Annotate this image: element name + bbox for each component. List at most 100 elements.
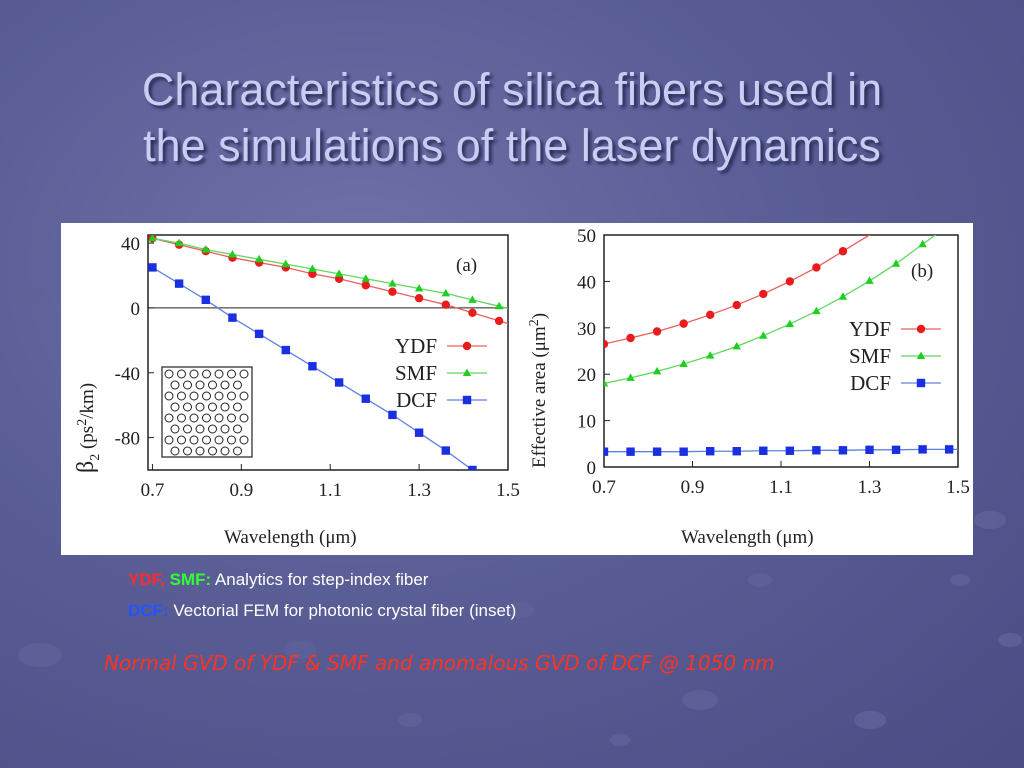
chart-a-ylabel-end: /km) [77, 383, 98, 419]
data-point-dcf [838, 446, 848, 455]
data-point-ydf [706, 310, 715, 320]
data-point-smf [388, 279, 397, 287]
inset-air-hole [189, 369, 199, 379]
data-point-dcf [308, 362, 317, 371]
legend-label-smf: SMF [395, 361, 437, 385]
data-point-dcf [334, 378, 344, 387]
x-tick-label: 1.5 [946, 477, 970, 498]
data-point-dcf [891, 445, 901, 455]
data-point-smf [706, 351, 715, 359]
inset-air-hole [183, 380, 192, 390]
data-point-smf [891, 259, 901, 267]
inset-air-hole [220, 424, 230, 434]
data-point-ydf [785, 277, 795, 286]
data-point-smf [838, 292, 848, 300]
inset-air-hole [183, 424, 192, 434]
inset-air-hole [202, 391, 211, 401]
caption-ydf-label: YDF, [128, 570, 165, 589]
data-point-smf [652, 366, 662, 375]
x-tick-label: 0.7 [592, 477, 616, 498]
inset-air-hole [183, 402, 192, 412]
x-tick-label: 1.1 [769, 477, 793, 498]
data-point-smf [414, 283, 424, 292]
data-point-ydf [732, 300, 741, 310]
y-tick-label: 30 [577, 319, 596, 340]
inset-air-hole [170, 380, 180, 390]
data-point-dcf [414, 428, 424, 437]
legend-label-ydf: YDF [395, 334, 437, 358]
data-point-dcf [254, 329, 264, 339]
data-point-ydf [838, 247, 848, 256]
inset-air-hole [233, 402, 242, 412]
data-point-smf [918, 239, 927, 248]
figure-svg: 0.7 0.9 1.1 1.3 1.5 40 0 -40 -80 (a) Wavelength … [73, 226, 970, 548]
inset-air-hole [195, 380, 205, 390]
data-point-smf [148, 235, 157, 242]
chart-a-legend: YDF SMF DCF [395, 334, 487, 412]
title-line-1: Characteristics of silica fibers used in [141, 64, 883, 115]
caption-dcf-label: DCF: [128, 601, 169, 620]
y-tick-label: -40 [115, 364, 140, 385]
data-point-dcf [361, 394, 370, 403]
data-point-dcf [679, 447, 688, 456]
caption-line-1: YDF, SMF: Analytics for step-index fiber [128, 570, 428, 590]
legend-label-ydf: YDF [849, 317, 891, 341]
inset-air-hole [170, 402, 180, 412]
inset-air-hole [239, 391, 249, 401]
data-point-smf [441, 288, 450, 297]
data-point-smf [865, 276, 874, 284]
series-line-ydf [152, 237, 508, 325]
chart-a-frame [147, 234, 509, 471]
y-tick-label: 40 [577, 272, 596, 293]
title-line-2: the simulations of the laser dynamics [143, 120, 881, 171]
inset-air-hole [164, 369, 174, 379]
legend-marker-smf [916, 351, 926, 359]
y-tick-label: 20 [577, 365, 596, 386]
chart-b: 0.7 0.9 1.1 1.3 1.5 0 10 20 30 40 50 (b) Wavelengt… [527, 226, 970, 548]
chart-a-ylabel-symbol: β [73, 461, 99, 473]
inset-air-hole [195, 402, 205, 412]
x-tick-label: 1.1 [318, 480, 342, 501]
data-point-dcf [732, 447, 741, 456]
inset-air-hole [177, 369, 186, 379]
data-point-smf [281, 259, 290, 268]
legend-marker-smf [462, 368, 472, 376]
inset-air-hole [239, 369, 249, 379]
inset-air-hole [183, 446, 192, 456]
y-tick-label: 40 [121, 234, 140, 255]
chart-b-ticks: 0.7 0.9 1.1 1.3 1.5 0 10 20 30 40 50 [577, 226, 970, 498]
x-tick-label: 0.9 [229, 480, 253, 501]
x-tick-label: 0.7 [141, 480, 165, 501]
legend-label-smf: SMF [849, 344, 891, 368]
inset-air-hole [227, 391, 236, 401]
data-point-dcf [944, 445, 954, 454]
inset-air-hole [239, 435, 249, 445]
gvd-note: Normal GVD of YDF & SMF and anomalous GV… [104, 651, 775, 675]
inset-air-hole [233, 446, 242, 456]
y-tick-label: 10 [577, 412, 596, 433]
data-point-smf [228, 249, 237, 258]
data-point-ydf [759, 289, 768, 299]
inset-air-hole [189, 435, 199, 445]
chart-b-ylabel-main: Effective area (μm [529, 326, 550, 468]
data-point-dcf [388, 410, 397, 420]
data-point-dcf [468, 465, 477, 470]
inset-air-hole [214, 369, 224, 379]
inset-air-hole [214, 391, 224, 401]
inset-air-hole [214, 435, 224, 445]
x-tick-label: 1.3 [407, 480, 431, 501]
inset-air-hole [177, 435, 186, 445]
data-point-ydf [468, 308, 477, 317]
chart-a-panel-label: (a) [456, 255, 477, 276]
inset-frame [161, 366, 253, 458]
chart-a-xlabel: Wavelength (μm) [224, 527, 357, 548]
inset-air-hole [164, 435, 174, 445]
data-point-dcf [281, 345, 290, 355]
legend-marker-dcf [462, 395, 472, 405]
data-point-ydf [626, 333, 635, 343]
series-line-smf [152, 237, 508, 310]
inset-air-hole [177, 391, 186, 401]
data-point-ydf [494, 316, 504, 326]
data-point-smf [626, 373, 635, 381]
y-tick-label: 0 [587, 458, 597, 479]
